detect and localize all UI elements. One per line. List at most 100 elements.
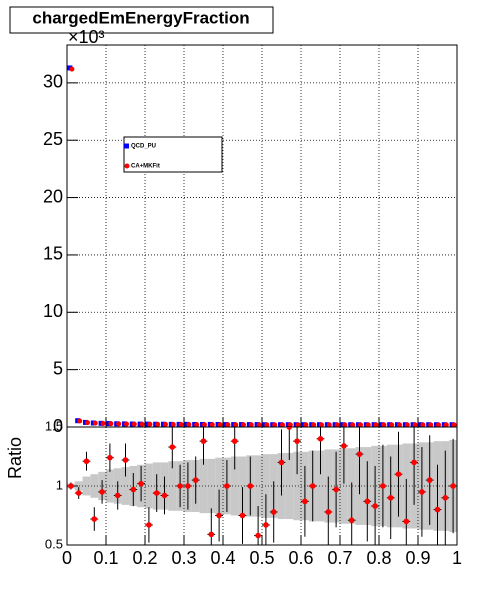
exponent-label: ×10³ (68, 27, 105, 47)
ratio-point (185, 483, 191, 489)
data-point (280, 422, 285, 428)
legend-marker (124, 163, 130, 169)
uncertainty-band (254, 455, 262, 517)
data-point (342, 422, 348, 428)
y-tick-label: 0 (53, 416, 63, 436)
x-tick-label: 0.8 (366, 548, 391, 568)
data-point (326, 422, 332, 428)
legend-marker (124, 143, 129, 149)
ratio-point (372, 503, 378, 509)
ratio-point (75, 490, 82, 496)
ratio-point (247, 483, 254, 489)
ratio-point (263, 522, 269, 528)
ratio-point (434, 506, 441, 513)
legend (123, 136, 223, 173)
ratio-point (419, 489, 425, 495)
ratio-point (333, 486, 339, 493)
data-point (77, 418, 83, 424)
ratio-point (153, 490, 160, 496)
data-point (85, 420, 90, 426)
y-tick-label: 20 (43, 186, 63, 206)
ratio-point (450, 483, 456, 489)
x-tick-label: 0.7 (327, 548, 352, 568)
data-point (358, 422, 363, 428)
data-point (178, 421, 184, 427)
x-tick-label: 0.6 (288, 548, 313, 568)
data-point (92, 420, 98, 426)
ratio-point (317, 436, 324, 442)
title-box (9, 6, 274, 34)
data-point (397, 422, 402, 428)
ratio-point (411, 459, 417, 466)
data-point (147, 421, 153, 427)
data-point (233, 422, 239, 428)
data-point (451, 422, 457, 428)
ratio-point (224, 483, 230, 489)
ratio-point (294, 438, 300, 444)
ratio-point (348, 517, 355, 524)
data-point (365, 422, 371, 428)
legend-label: QCD_PU (131, 144, 156, 150)
ratio-point (161, 492, 168, 499)
data-point (69, 66, 75, 72)
ratio-point (325, 509, 332, 515)
data-point (412, 422, 418, 428)
data-point (186, 421, 192, 427)
ratio-point (68, 483, 74, 489)
uncertainty-band (230, 456, 239, 516)
data-point (155, 421, 161, 427)
ratio-point (91, 516, 98, 522)
data-point (389, 422, 395, 428)
ratio-point (146, 522, 152, 528)
legend-label: CA+MKFit (131, 164, 160, 170)
x-tick-label: 0.3 (171, 548, 196, 568)
ratio-point (177, 483, 183, 489)
ratio-point (255, 532, 261, 539)
data-point (311, 422, 317, 428)
ratio-point (99, 489, 105, 495)
data-point (124, 421, 129, 427)
y-tick-label: 1 (56, 477, 63, 492)
x-tick-label: 0 (62, 548, 72, 568)
y-tick-label: 15 (43, 244, 63, 264)
data-point (225, 422, 231, 428)
uncertainty-band (316, 450, 325, 522)
data-point (420, 422, 426, 428)
uncertainty-band (121, 467, 130, 505)
x-tick-label: 0.2 (132, 548, 157, 568)
ratio-point (302, 498, 308, 505)
y-axis-label: Ratio (5, 437, 25, 479)
data-point (202, 422, 207, 428)
y-tick-label: 1.5 (45, 418, 63, 433)
y-tick-label: 10 (43, 301, 63, 321)
ratio-point (107, 454, 113, 461)
ratio-point (380, 483, 386, 489)
ratio-point (114, 492, 121, 499)
ratio-point (192, 477, 199, 483)
x-tick-label: 0.5 (249, 548, 274, 568)
ratio-point (169, 444, 176, 450)
data-point (381, 422, 387, 428)
uncertainty-band (238, 456, 247, 516)
data-point (334, 422, 340, 428)
data-point (116, 421, 122, 427)
ratio-point (216, 512, 222, 519)
y-tick-label: 25 (43, 129, 63, 149)
uncertainty-band (74, 481, 83, 491)
x-tick-label: 0.4 (210, 548, 235, 568)
data-point (350, 422, 356, 428)
ratio-point (387, 495, 394, 501)
ratio-point (356, 451, 363, 457)
x-tick-label: 0.1 (93, 548, 118, 568)
data-point (287, 422, 293, 428)
data-point (295, 422, 301, 428)
data-point (163, 421, 168, 427)
ratio-points (67, 427, 457, 545)
ratio-point (138, 480, 144, 487)
ratio-point (83, 458, 90, 465)
ratio-point (122, 457, 129, 463)
data-point (100, 420, 106, 426)
ratio-point (130, 486, 137, 493)
uncertainty-band (199, 458, 208, 514)
